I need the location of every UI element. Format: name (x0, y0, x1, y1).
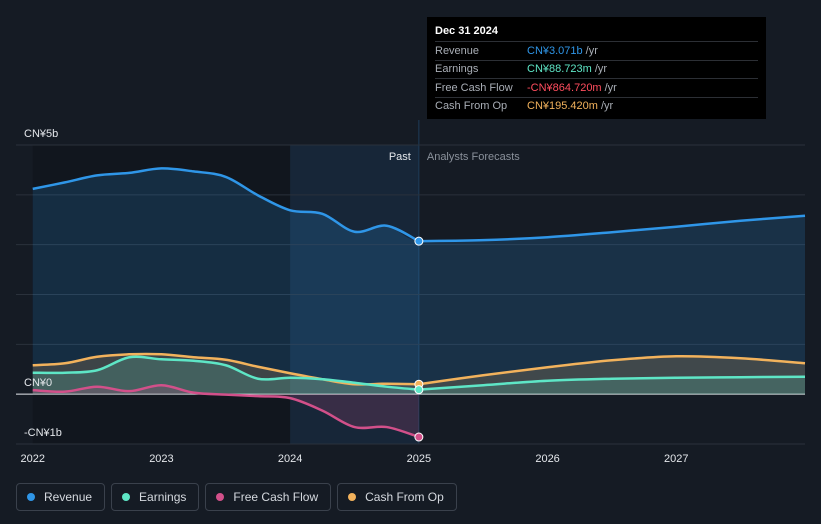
earnings-line-past (32, 355, 419, 391)
series-line-layer (32, 167, 806, 439)
y-tick-label: CN¥0 (24, 377, 52, 389)
gridlines-layer (16, 144, 805, 445)
legend-label: Free Cash Flow (233, 490, 319, 504)
legend-dot-icon (348, 493, 357, 501)
legend-item-free-cash-flow[interactable]: Free Cash Flow (205, 483, 332, 511)
free-cash-flow-end-marker (414, 432, 424, 442)
legend: Revenue Earnings Free Cash Flow Cash Fro… (16, 483, 457, 511)
tooltip-label: Free Cash Flow (435, 81, 513, 94)
tooltip-unit: /yr (594, 63, 608, 76)
free-cash-flow-area (32, 385, 419, 438)
x-tick-label: 2023 (149, 453, 173, 465)
tooltip-row-free-cash-flow: Free Cash Flow -CN¥864.720m /yr (435, 78, 758, 97)
earnings-end-marker (414, 385, 424, 395)
axis-label-layer: CN¥5b CN¥0 -CN¥1b 2022 2023 2024 2025 2026 2027 P… (20, 128, 688, 465)
tooltip-unit: /yr (600, 100, 614, 113)
tooltip-value: -CN¥864.720m (527, 81, 602, 94)
x-tick-label: 2025 (407, 453, 431, 465)
forecast-label: Analysts Forecasts (427, 151, 520, 163)
tooltip-row-revenue: Revenue CN¥3.071b /yr (435, 41, 758, 60)
revenue-area (32, 168, 805, 395)
y-tick-label: CN¥5b (24, 128, 58, 140)
x-tick-label: 2024 (278, 453, 302, 465)
legend-item-earnings[interactable]: Earnings (111, 483, 200, 511)
cash-from-op-line-past (32, 352, 419, 386)
revenue-end-marker (414, 236, 424, 246)
tooltip-value: CN¥195.420m (527, 100, 598, 113)
tooltip-row-cash-from-op: Cash From Op CN¥195.420m /yr (435, 96, 758, 116)
tooltip-label: Cash From Op (435, 100, 508, 113)
legend-dot-icon (216, 493, 225, 501)
x-tick-label: 2027 (664, 453, 688, 465)
legend-label: Cash From Op (365, 490, 444, 504)
tooltip-label: Earnings (435, 63, 479, 76)
legend-label: Revenue (44, 490, 93, 504)
y-tick-label: -CN¥1b (24, 427, 62, 439)
tooltip-label: Revenue (435, 44, 480, 57)
legend-label: Earnings (139, 490, 187, 504)
series-marker-layer (414, 236, 424, 442)
x-tick-label: 2026 (535, 453, 559, 465)
free-cash-flow-line-past (32, 383, 420, 439)
tooltip-row-earnings: Earnings CN¥88.723m /yr (435, 59, 758, 79)
legend-dot-icon (27, 493, 35, 501)
revenue-line-forecast (418, 214, 806, 243)
tooltip-unit: /yr (585, 44, 598, 57)
cash-from-op-line-forecast (418, 354, 806, 386)
x-tick-label: 2022 (20, 453, 44, 465)
past-label: Past (389, 151, 411, 163)
tooltip-value: CN¥88.723m (527, 63, 592, 76)
legend-item-cash-from-op[interactable]: Cash From Op (337, 483, 457, 511)
tooltip-unit: /yr (604, 81, 617, 94)
tooltip-panel: Dec 31 2024 Revenue CN¥3.071b /yr Earnin… (427, 17, 766, 119)
legend-dot-icon (122, 493, 131, 501)
tooltip-date: Dec 31 2024 (435, 25, 498, 37)
earnings-line-forecast (418, 375, 806, 391)
tooltip-value: CN¥3.071b (527, 44, 583, 57)
legend-item-revenue[interactable]: Revenue (16, 483, 106, 511)
revenue-line-past (32, 167, 420, 243)
